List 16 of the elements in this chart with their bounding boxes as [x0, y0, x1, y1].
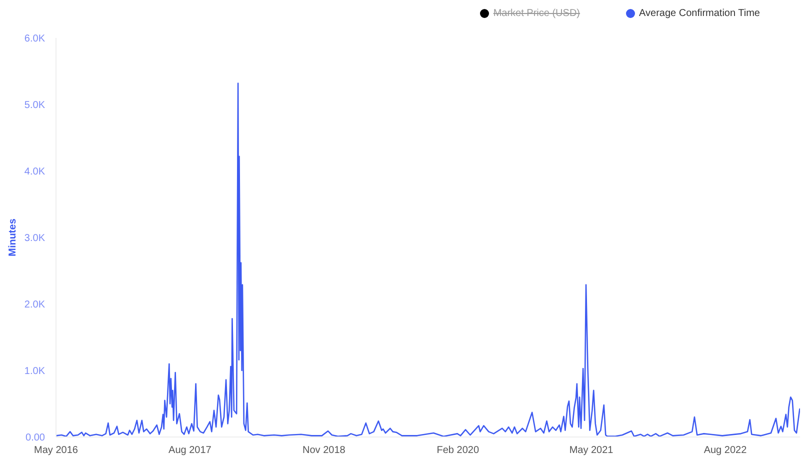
y-tick-label: 1.0K — [24, 366, 46, 378]
legend-label: Market Price (USD) — [493, 8, 580, 19]
x-tick-label: May 2021 — [569, 445, 614, 456]
x-tick-label: Aug 2017 — [168, 445, 212, 456]
x-tick-label: Feb 2020 — [436, 445, 480, 456]
y-tick-label: 2.0K — [24, 300, 46, 311]
x-tick-label: May 2016 — [34, 445, 78, 456]
y-tick-label: 3.0K — [24, 233, 46, 244]
x-tick-label: Nov 2018 — [302, 445, 346, 456]
y-tick-label: 0.00 — [26, 432, 46, 444]
x-tick-label: Aug 2022 — [704, 445, 748, 456]
y-tick-label: 5.0K — [24, 100, 46, 112]
y-tick-label: 6.0K — [24, 34, 46, 45]
legend-label: Average Confirmation Time — [639, 8, 760, 19]
y-axis-title: Minutes — [8, 218, 18, 256]
y-tick-label: 4.0K — [24, 166, 46, 178]
